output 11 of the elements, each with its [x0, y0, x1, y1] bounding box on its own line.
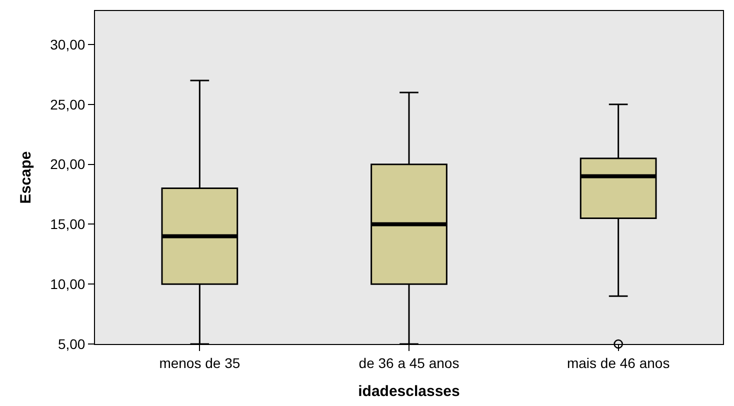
y-axis-title: Escape: [17, 151, 34, 204]
y-tick-label: 30,00: [50, 36, 86, 52]
y-tick-label: 20,00: [50, 156, 86, 172]
y-tick-label: 25,00: [50, 96, 86, 112]
x-tick-label: mais de 46 anos: [566, 354, 670, 371]
y-tick-label: 15,00: [50, 216, 86, 232]
x-tick-label: de 36 a 45 anos: [358, 354, 460, 371]
y-tick-label: 5,00: [58, 336, 86, 352]
y-tick-label: 10,00: [50, 276, 86, 292]
x-axis-title: idadesclasses: [358, 382, 460, 400]
x-tick-label: menos de 35: [159, 354, 240, 371]
